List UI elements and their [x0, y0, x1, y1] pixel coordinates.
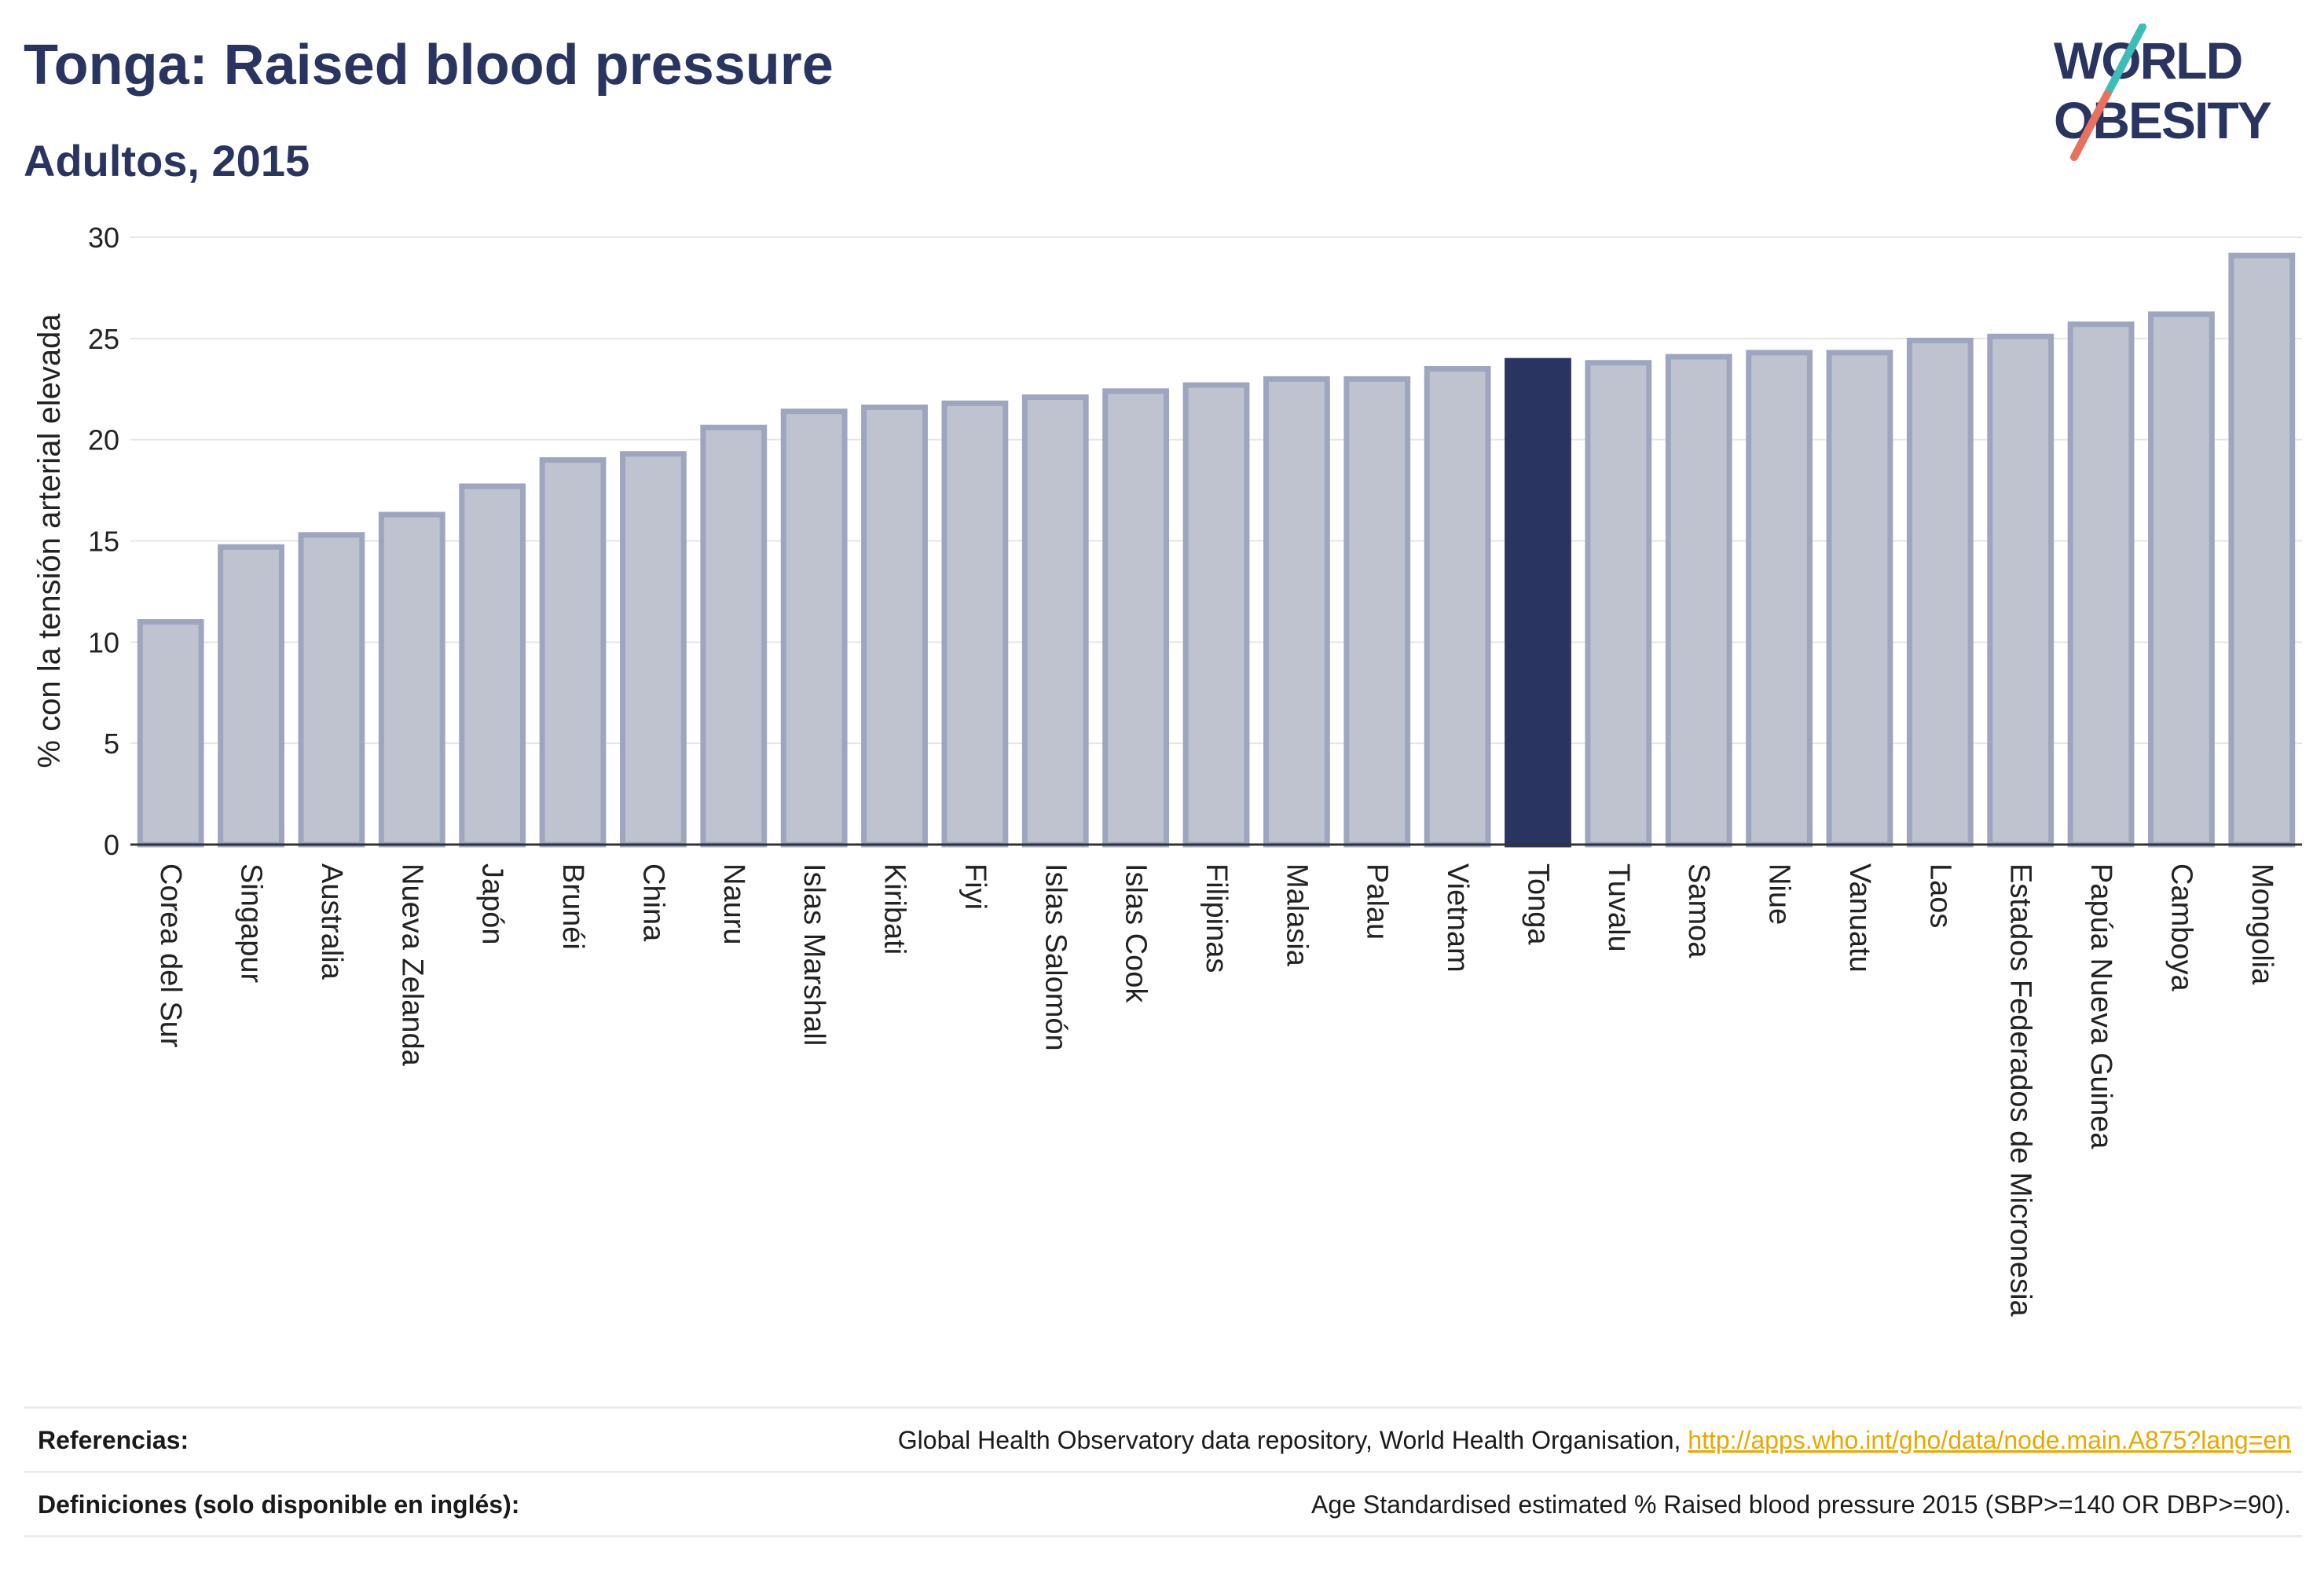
- x-tick-label: Estados Federados de Micronesia: [2004, 863, 2037, 1318]
- x-tick-label: Tuvalu: [1602, 863, 1635, 952]
- definitions-row: Definiciones (solo disponible en inglés)…: [24, 1471, 2302, 1538]
- y-tick-label: 10: [88, 626, 119, 658]
- bar: [1102, 388, 1170, 848]
- bar: [539, 456, 607, 848]
- y-tick-label: 30: [88, 222, 119, 254]
- bar: [2067, 321, 2135, 848]
- x-tick-label: Laos: [1923, 863, 1956, 928]
- bar: [298, 532, 365, 848]
- bar: [780, 409, 848, 848]
- x-tick-label: Samoa: [1682, 863, 1715, 958]
- world-obesity-logo: WORLD OBESITY: [2054, 24, 2273, 161]
- bar: [700, 424, 768, 848]
- y-tick-label: 15: [88, 526, 119, 558]
- bar: [1746, 350, 1813, 848]
- bar: [1424, 365, 1491, 848]
- bar-highlight: [1505, 357, 1571, 848]
- x-tick-label: Palau: [1361, 863, 1394, 940]
- bar: [1021, 394, 1089, 848]
- bar: [1182, 382, 1250, 848]
- y-axis-label: % con la tensión arterial elevada: [32, 313, 67, 768]
- references-value: Global Health Observatory data repositor…: [898, 1426, 2291, 1455]
- x-tick-label: Nueva Zelanda: [395, 863, 428, 1067]
- references-link[interactable]: http://apps.who.int/gho/data/node.main.A…: [1688, 1426, 2291, 1454]
- bar: [1585, 360, 1652, 848]
- bar: [459, 483, 526, 848]
- x-tick-label: Malasia: [1280, 863, 1313, 967]
- x-tick-label: Niue: [1763, 863, 1796, 925]
- x-tick-label: Japón: [476, 863, 509, 945]
- x-tick-label: Mongolia: [2245, 863, 2278, 985]
- chart-title: Tonga: Raised blood pressure: [24, 34, 834, 97]
- bar: [2148, 311, 2215, 848]
- bar: [2228, 252, 2296, 848]
- y-tick-label: 5: [104, 728, 119, 760]
- definitions-value: Age Standardised estimated % Raised bloo…: [1311, 1490, 2291, 1519]
- x-tick-label: Vanuatu: [1843, 863, 1876, 973]
- y-tick-label: 20: [88, 424, 119, 456]
- bar: [218, 544, 284, 848]
- x-tick-label: Kiribati: [878, 863, 911, 955]
- x-tick-label: Camboya: [2165, 863, 2198, 991]
- bar-chart: 0 5 10 15 20 25 30 % con la tensión arterial el…: [32, 222, 2302, 1318]
- x-tick-label: Tonga: [1521, 863, 1554, 945]
- x-tick-label: Islas Marshall: [797, 863, 830, 1046]
- references-label: Referencias:: [38, 1426, 189, 1454]
- references-row: Referencias: Global Health Observatory d…: [24, 1406, 2302, 1473]
- bar: [1906, 337, 1974, 848]
- bar: [1263, 376, 1330, 848]
- x-tick-label: Nauru: [717, 863, 750, 945]
- x-tick-label: Islas Salomón: [1039, 863, 1072, 1051]
- bar: [861, 404, 928, 848]
- bar: [941, 400, 1009, 848]
- x-tick-label: Fiyi: [959, 863, 992, 910]
- bar: [620, 451, 687, 848]
- bar: [1987, 333, 2055, 848]
- definitions-label: Definiciones (solo disponible en inglés)…: [38, 1490, 520, 1519]
- x-tick-label: Singapur: [235, 863, 268, 983]
- x-tick-label: China: [636, 863, 669, 942]
- bar: [137, 619, 204, 848]
- references-text: Global Health Observatory data repositor…: [897, 1426, 1688, 1454]
- footer-divider: [24, 1535, 2302, 1538]
- bar: [1826, 350, 1893, 848]
- svg-text:WORLD: WORLD: [2054, 31, 2242, 90]
- x-tick-label: Papúa Nueva Guinea: [2084, 863, 2117, 1149]
- x-tick-label: Filipinas: [1200, 863, 1233, 973]
- y-tick-label: 0: [104, 829, 119, 861]
- bar: [1343, 376, 1411, 848]
- x-tick-label: Brunéi: [556, 863, 589, 950]
- x-tick-label: Vietnam: [1441, 863, 1474, 973]
- x-tick-label: Corea del Sur: [154, 863, 187, 1048]
- x-tick-label: Australia: [315, 863, 348, 980]
- bar: [378, 511, 445, 848]
- chart-subtitle: Adultos, 2015: [24, 136, 310, 185]
- bar: [1665, 354, 1732, 848]
- y-tick-label: 25: [88, 323, 119, 355]
- x-tick-label: Islas Cook: [1120, 863, 1153, 1003]
